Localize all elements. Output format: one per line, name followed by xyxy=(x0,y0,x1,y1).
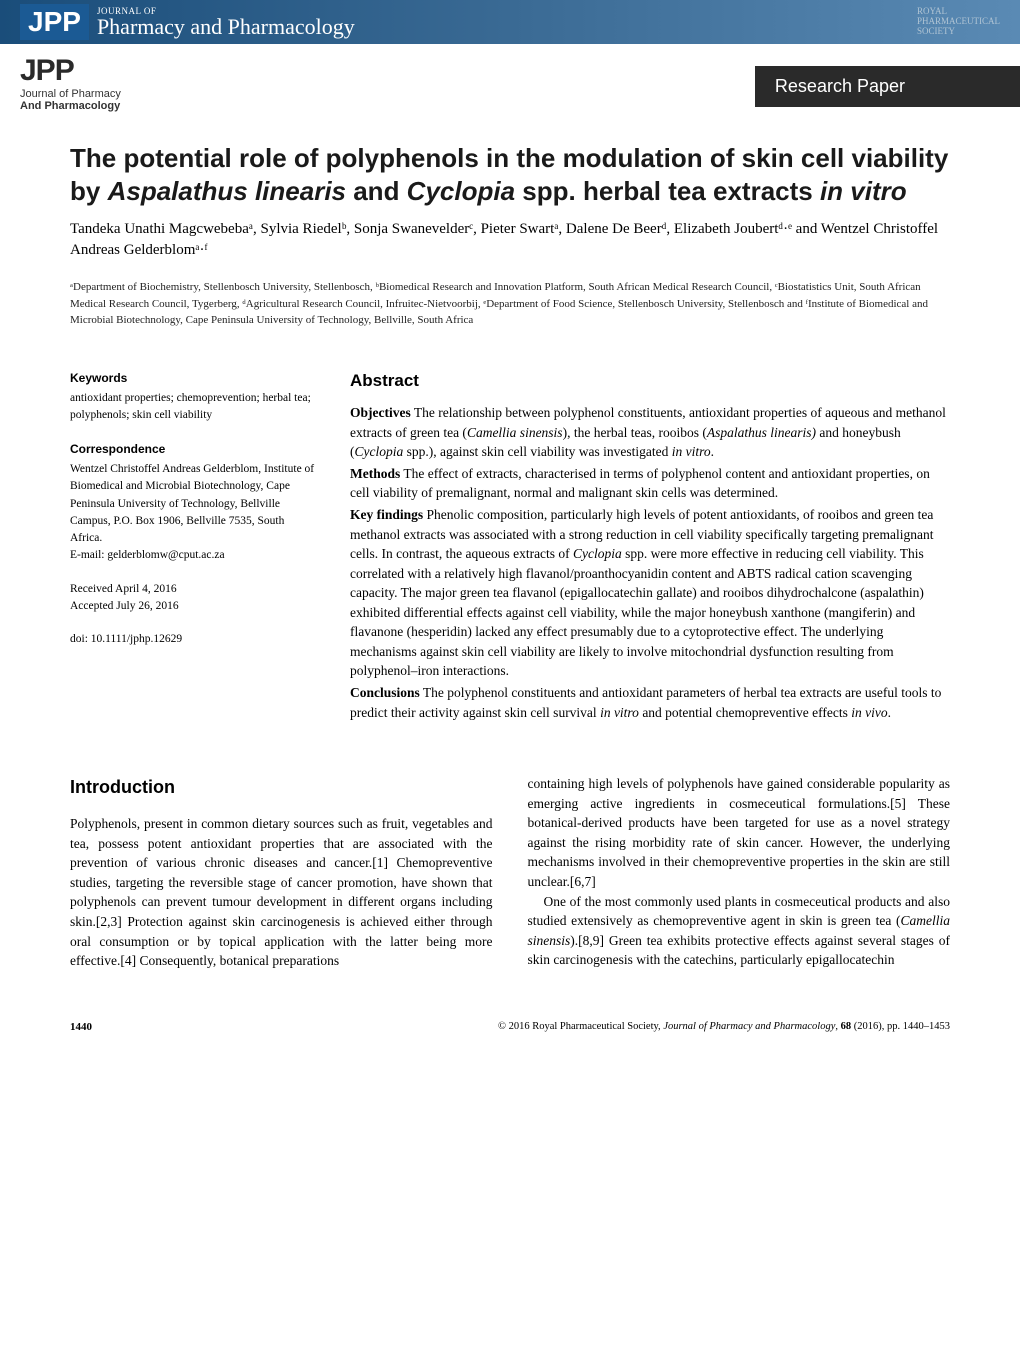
page-range: (2016), pp. 1440–1453 xyxy=(851,1021,950,1032)
jpp-sub-logo: JPP Journal of Pharmacy And Pharmacology xyxy=(20,54,121,112)
abstract-text: spp. were more effective in reducing cel… xyxy=(350,546,924,678)
intro-paragraph: One of the most commonly used plants in … xyxy=(528,892,951,970)
introduction-section: Introduction Polyphenols, present in com… xyxy=(70,774,950,971)
page-footer: 1440 © 2016 Royal Pharmaceutical Society… xyxy=(0,991,1020,1053)
methods-label: Methods xyxy=(350,466,400,481)
correspondence-text: Wentzel Christoffel Andreas Gelderblom, … xyxy=(70,461,315,547)
title-latin: in vitro xyxy=(820,176,907,206)
intro-text: ).[8,9] Green tea exhibits protective ef… xyxy=(528,933,951,968)
article-title: The potential role of polyphenols in the… xyxy=(70,142,950,207)
abstract-objectives: Objectives The relationship between poly… xyxy=(350,403,950,462)
dates-block: Received April 4, 2016 Accepted July 26,… xyxy=(70,581,315,616)
royal-line: SOCIETY xyxy=(917,26,955,36)
correspondence-email: E-mail: gelderblomw@cput.ac.za xyxy=(70,547,315,564)
journal-sub-line: And Pharmacology xyxy=(20,100,121,112)
journal-header-banner: JPP JOURNAL OF Pharmacy and Pharmacology… xyxy=(0,0,1020,44)
copyright-pre: © 2016 Royal Pharmaceutical Society, xyxy=(498,1021,663,1032)
journal-sub-line: Journal of Pharmacy xyxy=(20,88,121,100)
article-type-badge: Research Paper xyxy=(755,66,1020,107)
abstract-body: Abstract Objectives The relationship bet… xyxy=(350,369,950,725)
article-content: The potential role of polyphenols in the… xyxy=(0,112,1020,991)
journal-logo: JPP JOURNAL OF Pharmacy and Pharmacology xyxy=(20,4,355,40)
doi-block: doi: 10.1111/jphp.12629 xyxy=(70,631,315,648)
keywords-text: antioxidant properties; chemoprevention;… xyxy=(70,390,315,425)
abstract-findings: Key findings Phenolic composition, parti… xyxy=(350,505,950,681)
journal-title-stack: JOURNAL OF Pharmacy and Pharmacology xyxy=(97,7,355,38)
sub-header: JPP Journal of Pharmacy And Pharmacology… xyxy=(0,44,1020,112)
abstract-methods: Methods The effect of extracts, characte… xyxy=(350,464,950,503)
latin-term: in vitro xyxy=(600,705,639,720)
affiliations: ᵃDepartment of Biochemistry, Stellenbosc… xyxy=(70,279,950,329)
title-species: Cyclopia xyxy=(407,176,515,206)
page-number: 1440 xyxy=(70,1021,92,1033)
jpp-text: JPP xyxy=(20,54,121,88)
conclusions-label: Conclusions xyxy=(350,685,420,700)
intro-text: One of the most commonly used plants in … xyxy=(528,894,951,929)
royal-line: ROYAL xyxy=(917,6,947,16)
royal-line: PHARMACEUTICAL xyxy=(917,16,1000,26)
journal-name: Journal of Pharmacy and Pharmacology xyxy=(663,1021,835,1032)
species-name: Aspalathus linearis) xyxy=(707,425,816,440)
introduction-heading: Introduction xyxy=(70,774,493,800)
species-name: Camellia sinensis xyxy=(467,425,563,440)
royal-society-logo: ROYAL PHARMACEUTICAL SOCIETY xyxy=(917,7,1000,37)
intro-paragraph: Polyphenols, present in common dietary s… xyxy=(70,814,493,971)
species-name: Cyclopia xyxy=(355,444,404,459)
abstract-text: . xyxy=(888,705,891,720)
keywords-block: Keywords antioxidant properties; chemopr… xyxy=(70,369,315,425)
abstract-text: spp.), against skin cell viability was i… xyxy=(403,444,671,459)
latin-term: in vivo xyxy=(851,705,887,720)
jpp-badge: JPP xyxy=(20,4,89,40)
abstract-text: and potential chemopreventive effects xyxy=(639,705,851,720)
title-text: spp. herbal tea extracts xyxy=(515,176,820,206)
volume-number: 68 xyxy=(841,1021,852,1032)
pharmacy-title: Pharmacy and Pharmacology xyxy=(97,16,355,38)
copyright-text: © 2016 Royal Pharmaceutical Society, Jou… xyxy=(498,1021,950,1033)
authors-list: Tandeka Unathi Magcwebebaᵃ, Sylvia Riede… xyxy=(70,219,950,261)
received-date: Received April 4, 2016 xyxy=(70,581,315,598)
findings-label: Key findings xyxy=(350,507,423,522)
accepted-date: Accepted July 26, 2016 xyxy=(70,598,315,615)
abstract-text: The effect of extracts, characterised in… xyxy=(350,466,930,501)
species-name: Cyclopia xyxy=(573,546,622,561)
keywords-heading: Keywords xyxy=(70,369,315,387)
abstract-text: ), the herbal teas, rooibos ( xyxy=(563,425,707,440)
title-text: and xyxy=(346,176,407,206)
intro-column-right: containing high levels of polyphenols ha… xyxy=(528,774,951,971)
latin-term: in vitro xyxy=(672,444,711,459)
abstract-section: Keywords antioxidant properties; chemopr… xyxy=(70,369,950,725)
title-species: Aspalathus linearis xyxy=(108,176,346,206)
doi-text: doi: 10.1111/jphp.12629 xyxy=(70,631,315,648)
correspondence-heading: Correspondence xyxy=(70,440,315,458)
abstract-conclusions: Conclusions The polyphenol constituents … xyxy=(350,683,950,722)
correspondence-block: Correspondence Wentzel Christoffel Andre… xyxy=(70,440,315,565)
article-sidebar: Keywords antioxidant properties; chemopr… xyxy=(70,369,315,725)
intro-column-left: Introduction Polyphenols, present in com… xyxy=(70,774,493,971)
intro-paragraph: containing high levels of polyphenols ha… xyxy=(528,774,951,891)
abstract-heading: Abstract xyxy=(350,369,950,394)
abstract-text: . xyxy=(711,444,714,459)
objectives-label: Objectives xyxy=(350,405,411,420)
